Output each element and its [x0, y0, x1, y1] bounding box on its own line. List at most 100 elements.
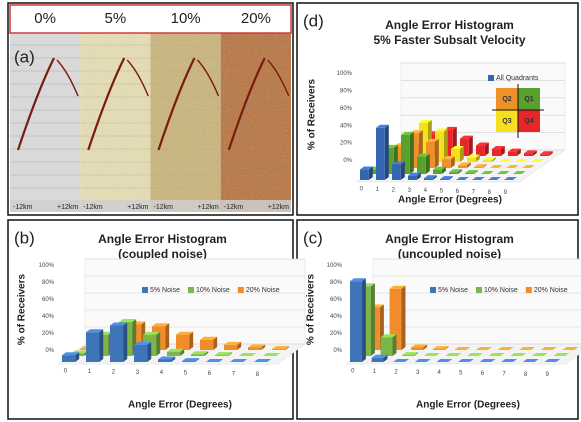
y-tick-label: 20%	[340, 141, 353, 147]
bar	[248, 347, 261, 350]
bar	[417, 157, 426, 174]
bar	[411, 347, 423, 350]
distance-label: +12km	[198, 204, 219, 211]
y-tick-label: 80%	[42, 280, 55, 286]
y-tick-label: 80%	[330, 280, 343, 286]
bar	[62, 355, 75, 362]
bar-side	[401, 286, 405, 350]
bar	[433, 170, 442, 174]
bar	[134, 345, 147, 362]
bar	[449, 172, 458, 174]
y-tick-label: 60%	[340, 106, 353, 112]
bar	[540, 154, 549, 156]
distance-label: -12km	[13, 204, 33, 211]
legend-label: Q4	[524, 118, 533, 125]
bar	[360, 170, 369, 180]
distance-label: -12km	[154, 204, 174, 211]
bar	[408, 176, 417, 180]
bar	[350, 281, 362, 362]
bar	[224, 345, 237, 350]
legend-label: 20% Noise	[534, 287, 568, 294]
legend-swatch	[488, 75, 494, 81]
bar	[158, 359, 171, 362]
bar-side	[401, 161, 405, 180]
bar-side	[426, 154, 430, 174]
chart-title: Angle Error Histogram	[98, 232, 227, 246]
bar-side	[99, 329, 103, 362]
legend-label: Q2	[502, 96, 511, 103]
noise	[221, 33, 291, 212]
y-tick-label: 40%	[42, 314, 55, 320]
y-tick-label: 80%	[340, 88, 353, 94]
y-tick-label: 0%	[333, 348, 342, 354]
bar	[433, 349, 445, 350]
bar-side	[165, 323, 169, 350]
bar	[492, 149, 501, 156]
legend-swatch	[526, 287, 532, 293]
y-tick-label: 20%	[330, 331, 343, 337]
bar	[376, 128, 385, 180]
bar-side	[385, 125, 389, 180]
bar-side	[156, 332, 160, 356]
distance-label: +12km	[127, 204, 148, 211]
bar	[215, 355, 228, 356]
bar-side	[435, 139, 439, 168]
y-tick-label: 60%	[42, 297, 55, 303]
distance-label: +12km	[57, 204, 78, 211]
bar	[465, 173, 474, 174]
legend-label: Q3	[502, 118, 511, 125]
bar-side	[469, 136, 473, 156]
bar	[476, 146, 485, 156]
y-tick-label: 0%	[343, 158, 352, 164]
bar-side	[189, 332, 193, 350]
x-axis-title: Angle Error (Degrees)	[398, 195, 502, 206]
legend-swatch	[238, 287, 244, 293]
bar	[86, 332, 99, 362]
y-axis-title: % of Receivers	[307, 78, 318, 150]
bar	[110, 325, 123, 362]
legend-label: All Quadrants	[496, 75, 539, 82]
y-axis-title: % of Receivers	[17, 273, 28, 345]
bar	[524, 153, 533, 156]
panel-a: 0%-12km+12km5%-12km+12km10%-12km+12km20%…	[10, 5, 291, 212]
bar	[424, 178, 433, 180]
bar-side	[371, 283, 375, 356]
column-label: 5%	[105, 10, 127, 27]
legend-label: 5% Noise	[150, 287, 180, 294]
figure: 0%-12km+12km5%-12km+12km10%-12km+12km20%…	[0, 0, 581, 422]
distance-label: -12km	[83, 204, 103, 211]
chart-title: Angle Error Histogram	[385, 18, 514, 32]
bar	[176, 335, 189, 350]
bar	[458, 165, 467, 168]
legend-label: 10% Noise	[196, 287, 230, 294]
y-tick-label: 40%	[330, 314, 343, 320]
legend-label: 20% Noise	[246, 287, 280, 294]
bar	[372, 358, 384, 362]
bar	[272, 349, 285, 350]
bar-side	[392, 334, 396, 356]
panel-label: (c)	[303, 228, 323, 247]
bar	[182, 361, 195, 362]
bar	[200, 340, 213, 350]
bar-side	[123, 322, 127, 362]
chart-title: Angle Error Histogram	[385, 232, 514, 246]
bar	[483, 160, 492, 162]
bar	[474, 167, 483, 168]
y-tick-label: 100%	[39, 263, 55, 269]
y-tick-label: 40%	[340, 123, 353, 129]
bar	[402, 355, 414, 356]
chart-subtitle: 5% Faster Subsalt Velocity	[373, 33, 525, 47]
y-tick-label: 100%	[327, 263, 343, 269]
legend-swatch	[188, 287, 194, 293]
bar-side	[362, 278, 366, 362]
panel-label: (b)	[14, 228, 35, 247]
x-axis-title: Angle Error (Degrees)	[416, 400, 520, 411]
legend-swatch	[430, 287, 436, 293]
bar	[381, 337, 393, 356]
bar	[467, 158, 476, 162]
x-axis-title: Angle Error (Degrees)	[128, 400, 232, 411]
y-tick-label: 100%	[337, 71, 353, 77]
y-tick-label: 0%	[45, 348, 54, 354]
bar-side	[147, 342, 151, 362]
y-axis-title: % of Receivers	[306, 273, 317, 345]
